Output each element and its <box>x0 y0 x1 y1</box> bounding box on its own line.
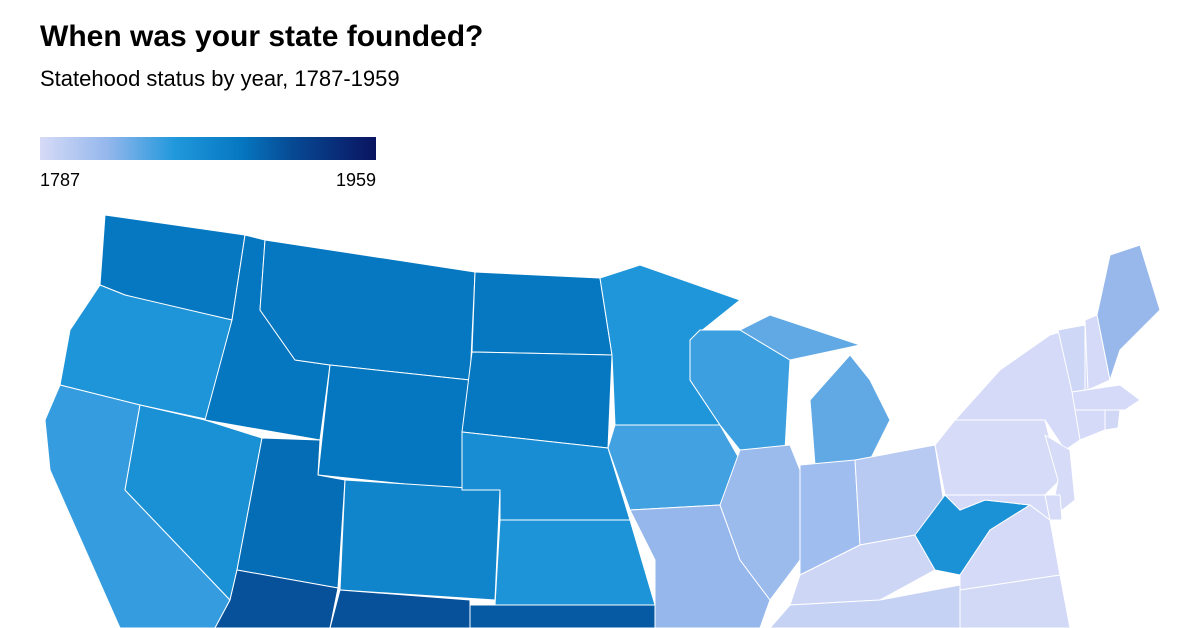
subtitle: Statehood status by year, 1787-1959 <box>40 66 400 91</box>
state <box>461 351 613 449</box>
state <box>809 354 891 466</box>
state <box>607 424 741 511</box>
state <box>339 479 501 601</box>
title: When was your state founded? <box>40 20 483 53</box>
state <box>1104 409 1121 431</box>
state <box>214 569 339 628</box>
states <box>44 214 1161 628</box>
legend-bar <box>40 137 376 160</box>
state <box>959 574 1071 628</box>
state <box>59 284 233 421</box>
state <box>719 444 801 601</box>
legend-max: 1959 <box>336 170 376 190</box>
state <box>469 604 656 628</box>
state <box>471 271 613 356</box>
state <box>1044 434 1076 521</box>
state <box>494 519 656 606</box>
state <box>329 589 471 628</box>
legend-min: 1787 <box>40 170 80 190</box>
state <box>1044 494 1063 521</box>
state <box>934 419 1061 496</box>
state <box>317 364 471 491</box>
state <box>1074 409 1106 441</box>
state <box>1071 384 1141 411</box>
state <box>1096 244 1161 381</box>
state <box>739 314 861 361</box>
